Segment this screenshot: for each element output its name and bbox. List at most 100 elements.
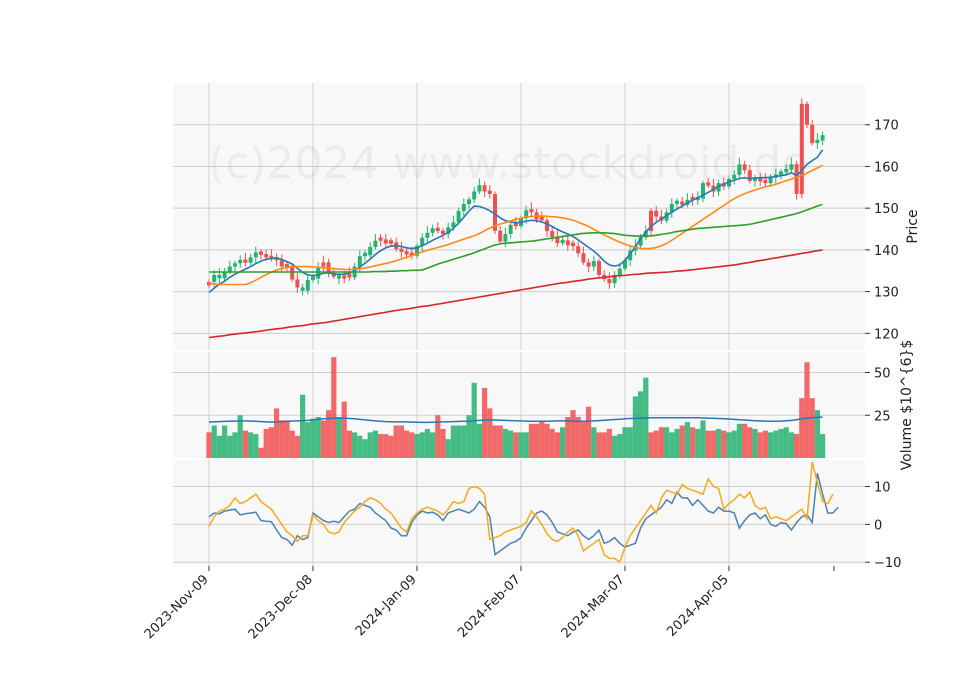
- candle-body: [591, 261, 596, 267]
- moving-average-line: [208, 249, 823, 339]
- volume-bar: [331, 357, 337, 458]
- volume-bar: [383, 434, 389, 458]
- candle-body: [555, 236, 560, 244]
- y-tick-label: 0: [874, 518, 882, 533]
- oscillator-line: [208, 473, 839, 556]
- volume-bar: [310, 418, 316, 458]
- x-tick-label: 2023-Dec-08: [246, 572, 316, 642]
- volume-bar: [253, 434, 259, 458]
- volume-bar: [664, 427, 670, 458]
- candle-body: [498, 230, 503, 242]
- volume-bar: [227, 435, 233, 458]
- volume-bar: [534, 423, 540, 458]
- candle-body: [638, 237, 643, 246]
- candle-body: [779, 171, 783, 175]
- candle-body: [404, 251, 409, 255]
- candle-body: [768, 177, 773, 184]
- candle-body: [597, 261, 601, 275]
- volume-bar: [622, 427, 628, 458]
- volume-bar: [258, 447, 264, 458]
- candle-body: [441, 230, 445, 235]
- panels: [173, 83, 870, 571]
- candle-body: [321, 262, 326, 267]
- candle-body: [259, 251, 263, 255]
- volume-bar: [305, 422, 311, 458]
- candle-body: [799, 103, 804, 194]
- volume-bar: [450, 425, 456, 458]
- candle-body: [290, 267, 295, 280]
- price-panel: [173, 83, 865, 350]
- candle-body: [623, 260, 627, 269]
- candle-body: [794, 164, 799, 194]
- volume-bar: [404, 430, 410, 458]
- candle-body: [690, 196, 695, 201]
- y-tick-label: 25: [874, 409, 891, 424]
- volume-bar: [326, 410, 332, 458]
- candle-body: [243, 259, 248, 263]
- candle-body: [669, 203, 674, 213]
- volume-bar: [638, 391, 644, 458]
- volume-bar: [279, 420, 285, 458]
- volume-bar: [284, 420, 290, 458]
- candle-body: [612, 274, 617, 284]
- volume-bar: [778, 428, 784, 458]
- x-tick-label: 2024-Apr-05: [664, 572, 731, 639]
- volume-bar: [508, 430, 514, 458]
- volume-bar: [736, 423, 742, 458]
- volume-bar: [570, 410, 576, 458]
- volume-bar: [799, 398, 805, 458]
- candle-body: [212, 274, 217, 282]
- candle-body: [529, 208, 534, 213]
- volume-bar: [263, 428, 269, 458]
- candle-body: [409, 252, 414, 256]
- candle-body: [461, 203, 466, 212]
- volume-bar: [648, 432, 654, 458]
- candle-body: [472, 191, 477, 200]
- candle-body: [628, 250, 633, 261]
- candle-body: [363, 252, 367, 257]
- volume-bar: [695, 428, 701, 458]
- volume-bar: [242, 430, 248, 458]
- volume-bar: [216, 435, 222, 458]
- volume-bar: [627, 427, 633, 458]
- volume-bar: [419, 432, 425, 458]
- chart-marks: [206, 98, 839, 564]
- candle-body: [617, 268, 622, 275]
- volume-bar: [679, 425, 685, 458]
- candle-body: [248, 257, 253, 263]
- volume-bar: [783, 427, 789, 458]
- volume-bar: [586, 406, 592, 458]
- candle-body: [238, 259, 243, 264]
- volume-bar: [794, 434, 800, 458]
- volume-bar: [268, 427, 274, 458]
- candle-body: [565, 240, 570, 246]
- volume-bar: [248, 432, 254, 458]
- volume-bar: [768, 432, 774, 458]
- candle-body: [649, 210, 653, 232]
- moving-average-line: [208, 149, 824, 294]
- candle-body: [539, 216, 544, 221]
- volume-bar: [617, 434, 623, 458]
- volume-bar: [731, 430, 737, 458]
- candle-body: [607, 279, 612, 284]
- candle-body: [253, 252, 258, 258]
- volume-bar: [612, 435, 618, 458]
- candle-body: [513, 222, 518, 227]
- volume-bar: [518, 432, 524, 458]
- volume-bar: [222, 425, 228, 458]
- volume-bar: [601, 432, 607, 458]
- candle-body: [581, 253, 586, 263]
- volume-bar: [237, 415, 243, 458]
- volume-bar: [492, 425, 498, 458]
- candle-body: [446, 227, 451, 235]
- volume-bar: [211, 425, 217, 458]
- volume-bar: [232, 432, 238, 458]
- volume-bar: [726, 432, 732, 458]
- volume-bar: [456, 425, 462, 458]
- candle-body: [456, 211, 461, 223]
- candle-body: [545, 220, 549, 232]
- volume-bar: [497, 425, 503, 458]
- candle-body: [576, 246, 581, 254]
- volume-bar: [773, 430, 779, 458]
- volume-bar: [440, 428, 446, 458]
